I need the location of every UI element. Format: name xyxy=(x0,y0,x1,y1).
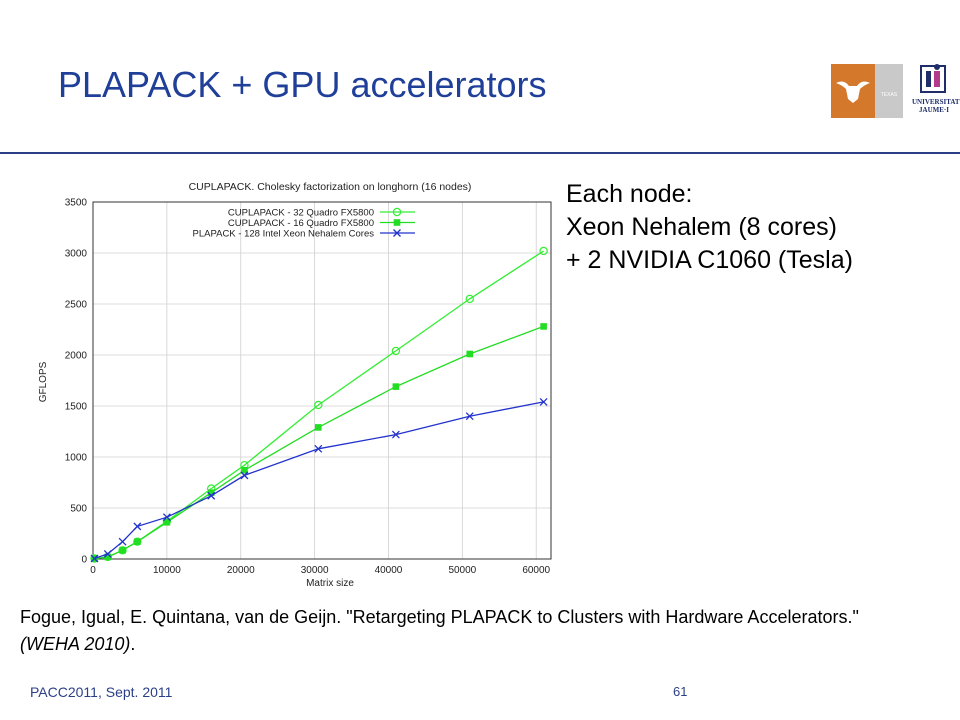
x-tick-label: 0 xyxy=(90,565,96,576)
node-description: Each node: Xeon Nehalem (8 cores) + 2 NV… xyxy=(566,178,853,277)
y-tick-label: 500 xyxy=(70,504,87,515)
y-tick-label: 2000 xyxy=(65,351,88,362)
series-point xyxy=(465,412,474,421)
x-tick-label: 30000 xyxy=(301,565,329,576)
series-point xyxy=(315,424,322,431)
x-tick-label: 60000 xyxy=(522,565,550,576)
node-description-line1: Each node: xyxy=(566,180,693,208)
citation-end: . xyxy=(130,634,136,654)
citation: Fogue, Igual, E. Quintana, van de Geijn.… xyxy=(20,604,920,658)
series-point xyxy=(104,553,112,561)
legend-label: CUPLAPACK - 32 Quadro FX5800 xyxy=(228,208,374,219)
series-point xyxy=(539,246,548,256)
x-tick-label: 40000 xyxy=(375,565,403,576)
series-point xyxy=(207,491,216,500)
y-tick-label: 3500 xyxy=(65,198,88,209)
uji-logo-line1: UNIVERSITAT xyxy=(912,98,960,106)
title-divider xyxy=(0,152,960,154)
chart-series xyxy=(90,246,548,563)
uji-emblem-icon xyxy=(920,64,946,93)
series-point xyxy=(314,400,323,410)
slide-footer: PACC2011, Sept. 2011 xyxy=(30,684,173,700)
node-description-line2: Xeon Nehalem (8 cores) xyxy=(566,213,837,241)
y-tick-label: 0 xyxy=(81,555,87,566)
y-tick-label: 1500 xyxy=(65,402,88,413)
series-point xyxy=(162,513,171,522)
cholesky-chart: CUPLAPACK. Cholesky factorization on lon… xyxy=(30,172,560,596)
y-tick-label: 2500 xyxy=(65,300,88,311)
series-point xyxy=(133,522,142,531)
uji-logo-name: UNIVERSITAT JAUME·I xyxy=(912,98,960,114)
legend-label: PLAPACK - 128 Intel Xeon Nehalem Cores xyxy=(193,229,375,240)
series-point xyxy=(118,546,127,555)
series-point xyxy=(241,466,248,474)
x-tick-label: 10000 xyxy=(153,565,181,576)
chart-xlabel: Matrix size xyxy=(306,578,354,589)
series-point xyxy=(90,554,99,563)
series-point xyxy=(392,207,402,217)
x-tick-label: 20000 xyxy=(227,565,255,576)
series-point xyxy=(466,350,474,358)
uji-logo-line2: JAUME·I xyxy=(919,106,949,114)
citation-text: Fogue, Igual, E. Quintana, van de Geijn.… xyxy=(20,607,859,627)
series-point xyxy=(391,430,400,439)
texas-logo: TEXAS xyxy=(831,64,903,118)
series-point xyxy=(540,323,547,330)
series-point xyxy=(393,219,401,226)
series-point xyxy=(207,489,215,496)
series-point xyxy=(539,397,548,406)
page-number: 61 xyxy=(673,684,688,699)
series-point xyxy=(134,538,141,545)
legend-label: CUPLAPACK - 16 Quadro FX5800 xyxy=(228,218,374,229)
longhorn-icon xyxy=(831,64,875,118)
slide-title: PLAPACK + GPU accelerators xyxy=(58,64,547,105)
chart-background xyxy=(30,172,560,596)
series-point xyxy=(240,471,249,480)
citation-venue: (WEHA 2010) xyxy=(20,634,131,654)
node-description-line3: + 2 NVIDIA C1060 (Tesla) xyxy=(566,246,853,274)
series-point xyxy=(118,537,127,546)
texas-logo-label: TEXAS xyxy=(880,92,898,98)
y-tick-label: 1000 xyxy=(65,453,88,464)
series-point xyxy=(391,346,401,356)
series-point xyxy=(465,294,474,304)
plot-frame xyxy=(92,201,552,560)
y-tick-label: 3000 xyxy=(65,249,88,260)
series-point xyxy=(163,518,171,526)
series-point xyxy=(314,444,323,453)
series-point xyxy=(392,383,400,390)
x-tick-label: 50000 xyxy=(448,565,476,576)
chart-axes: 0 10000 20000 30000 40000 50000 60000 0 500 1000 1… xyxy=(65,198,552,576)
chart-ylabel: GFLOPS xyxy=(38,361,49,402)
series-point xyxy=(119,547,126,554)
series-point xyxy=(393,229,401,237)
series-point xyxy=(103,549,112,558)
uji-logo: UNIVERSITAT JAUME·I xyxy=(912,62,960,120)
series-point xyxy=(133,537,142,546)
chart-title: CUPLAPACK. Cholesky factorization on lon… xyxy=(189,181,472,193)
